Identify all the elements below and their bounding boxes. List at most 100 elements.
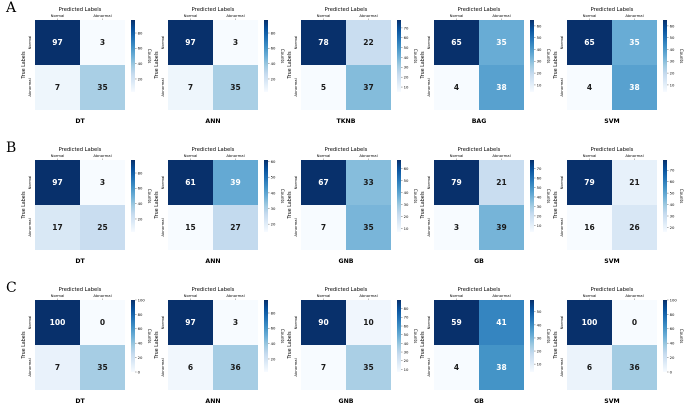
colorbar-tick-label-r1-m4-2: 50 [670, 191, 675, 196]
y-tick-label-r1-m1-0: Normal [160, 176, 165, 190]
ylabel-r1-m1: True Labels [154, 191, 160, 220]
cell-r0-m3-0-0 [434, 20, 479, 65]
row-label-a: A [6, 0, 17, 16]
cell-value-r2-m3-0-0: 59 [451, 318, 461, 327]
cell-r1-m3-0-0 [434, 160, 479, 205]
xlabel-r2-m3: Predicted Labels [458, 287, 501, 293]
colorbar-tick-label-r0-m0-3: 20 [138, 76, 143, 81]
colorbar-tick-label-r2-m2-5: 30 [404, 349, 409, 354]
cell-value-r0-m3-0-0: 65 [451, 38, 461, 47]
ylabel-r0-m1: True Labels [154, 51, 160, 80]
cell-r0-m3-0-1 [479, 20, 524, 65]
cell-value-r2-m4-0-1: 0 [632, 318, 637, 327]
x-tick-label-r1-m2-0: Normal [317, 153, 331, 158]
colorbar-tick-label-r0-m0-0: 80 [138, 30, 143, 35]
row-label-b: B [6, 140, 17, 156]
colorbar-r2-m2 [397, 300, 401, 372]
colorbar-r2-m0 [131, 300, 135, 372]
cell-value-r0-m3-0-1: 35 [496, 38, 506, 47]
x-tick-label-r2-m1-1: Abnormal [226, 293, 244, 298]
y-tick-label-r0-m1-0: Normal [160, 36, 165, 50]
colorbar-r0-m0 [131, 20, 135, 92]
xlabel-r1-m3: Predicted Labels [458, 147, 501, 153]
colorbar-label-r0-m2: Counts [413, 49, 418, 64]
y-tick-label-r0-m3-0: Normal [426, 36, 431, 50]
xlabel-r0-m1: Predicted Labels [192, 7, 235, 13]
y-tick-label-r2-m2-1: Abnormal [293, 358, 298, 376]
colorbar-tick-label-r2-m0-1: 80 [138, 312, 143, 317]
matrix-title-r0-m2: TKNB [337, 118, 356, 125]
colorbar-tick-label-r1-m1-2: 40 [271, 190, 276, 195]
cell-value-r2-m2-0-1: 10 [363, 318, 373, 327]
colorbar-tick-label-r2-m3-2: 30 [537, 335, 542, 340]
ylabel-r0-m3: True Labels [420, 51, 426, 80]
colorbar-tick-label-r0-m3-1: 50 [537, 35, 542, 40]
cell-value-r2-m0-1-1: 35 [97, 363, 107, 372]
y-tick-label-r0-m4-1: Abnormal [559, 78, 564, 96]
ylabel-r1-m3: True Labels [420, 191, 426, 220]
xlabel-r2-m1: Predicted Labels [192, 287, 235, 293]
cell-value-r0-m4-1-1: 38 [629, 83, 639, 92]
colorbar-tick-label-r1-m3-0: 70 [537, 166, 542, 171]
cell-r1-m4-1-0 [567, 205, 612, 250]
y-tick-label-r2-m4-1: Abnormal [559, 358, 564, 376]
y-tick-label-r0-m0-1: Abnormal [27, 78, 32, 96]
colorbar-tick-label-r0-m1-1: 60 [271, 46, 276, 51]
colorbar-label-r2-m4: Counts [679, 329, 684, 344]
ylabel-r2-m2: True Labels [287, 331, 293, 360]
colorbar-tick-label-r2-m2-2: 60 [404, 323, 409, 328]
cell-r2-m1-1-0 [168, 345, 213, 390]
cell-value-r2-m3-1-0: 4 [454, 363, 459, 372]
y-tick-label-r2-m1-1: Abnormal [160, 358, 165, 376]
cell-r0-m4-1-0 [567, 65, 612, 110]
cell-value-r2-m2-0-0: 90 [318, 318, 328, 327]
cell-r2-m4-1-0 [567, 345, 612, 390]
matrix-title-r1-m0: DT [75, 258, 85, 265]
colorbar-tick-label-r1-m4-0: 70 [670, 168, 675, 173]
cell-r1-m3-1-1 [479, 205, 524, 250]
colorbar-tick-label-r0-m2-4: 30 [404, 65, 409, 70]
colorbar-tick-label-r0-m2-6: 10 [404, 84, 409, 89]
colorbar-tick-label-r2-m0-3: 40 [138, 341, 143, 346]
x-tick-label-r2-m3-0: Normal [450, 293, 464, 298]
x-tick-label-r0-m2-0: Normal [317, 13, 331, 18]
y-tick-label-r0-m3-1: Abnormal [426, 78, 431, 96]
cell-value-r1-m0-1-0: 17 [52, 223, 62, 232]
y-tick-label-r1-m0-1: Abnormal [27, 218, 32, 236]
y-tick-label-r2-m1-0: Normal [160, 316, 165, 330]
x-tick-label-r0-m3-0: Normal [450, 13, 464, 18]
cell-r1-m1-0-0 [168, 160, 213, 205]
cell-r0-m1-0-1 [213, 20, 258, 65]
matrix-title-r2-m3: GB [474, 398, 484, 405]
cell-value-r1-m0-0-1: 3 [100, 178, 105, 187]
cell-value-r2-m3-1-1: 38 [496, 363, 506, 372]
cell-r1-m4-1-1 [612, 205, 657, 250]
ylabel-r0-m0: True Labels [21, 51, 27, 80]
cell-value-r0-m1-1-0: 7 [188, 83, 193, 92]
colorbar-label-r2-m1: Counts [280, 329, 285, 344]
cell-value-r2-m4-1-0: 6 [587, 363, 592, 372]
colorbar-tick-label-r2-m2-0: 80 [404, 306, 409, 311]
ylabel-r2-m0: True Labels [21, 331, 27, 360]
x-tick-label-r2-m4-1: Abnormal [625, 293, 643, 298]
cell-r0-m0-0-0 [35, 20, 80, 65]
x-tick-label-r0-m4-0: Normal [583, 13, 597, 18]
x-tick-label-r1-m0-0: Normal [51, 153, 65, 158]
cell-value-r1-m1-1-1: 27 [230, 223, 240, 232]
colorbar-tick-label-r0-m2-3: 40 [404, 55, 409, 60]
y-tick-label-r2-m0-0: Normal [27, 316, 32, 330]
x-tick-label-r2-m4-0: Normal [583, 293, 597, 298]
colorbar-label-r1-m3: Counts [546, 189, 551, 204]
colorbar-tick-label-r1-m0-3: 20 [138, 216, 143, 221]
cell-r0-m3-1-1 [479, 65, 524, 110]
matrix-title-r0-m4: SVM [604, 118, 619, 125]
cell-r0-m0-0-1 [80, 20, 125, 65]
colorbar-tick-label-r0-m2-5: 20 [404, 75, 409, 80]
cell-value-r2-m2-1-1: 35 [363, 363, 373, 372]
cell-r0-m3-1-0 [434, 65, 479, 110]
x-tick-label-r1-m4-0: Normal [583, 153, 597, 158]
x-tick-label-r1-m3-0: Normal [450, 153, 464, 158]
ylabel-r2-m3: True Labels [420, 331, 426, 360]
colorbar-r2-m3 [530, 300, 534, 372]
xlabel-r1-m2: Predicted Labels [325, 147, 368, 153]
